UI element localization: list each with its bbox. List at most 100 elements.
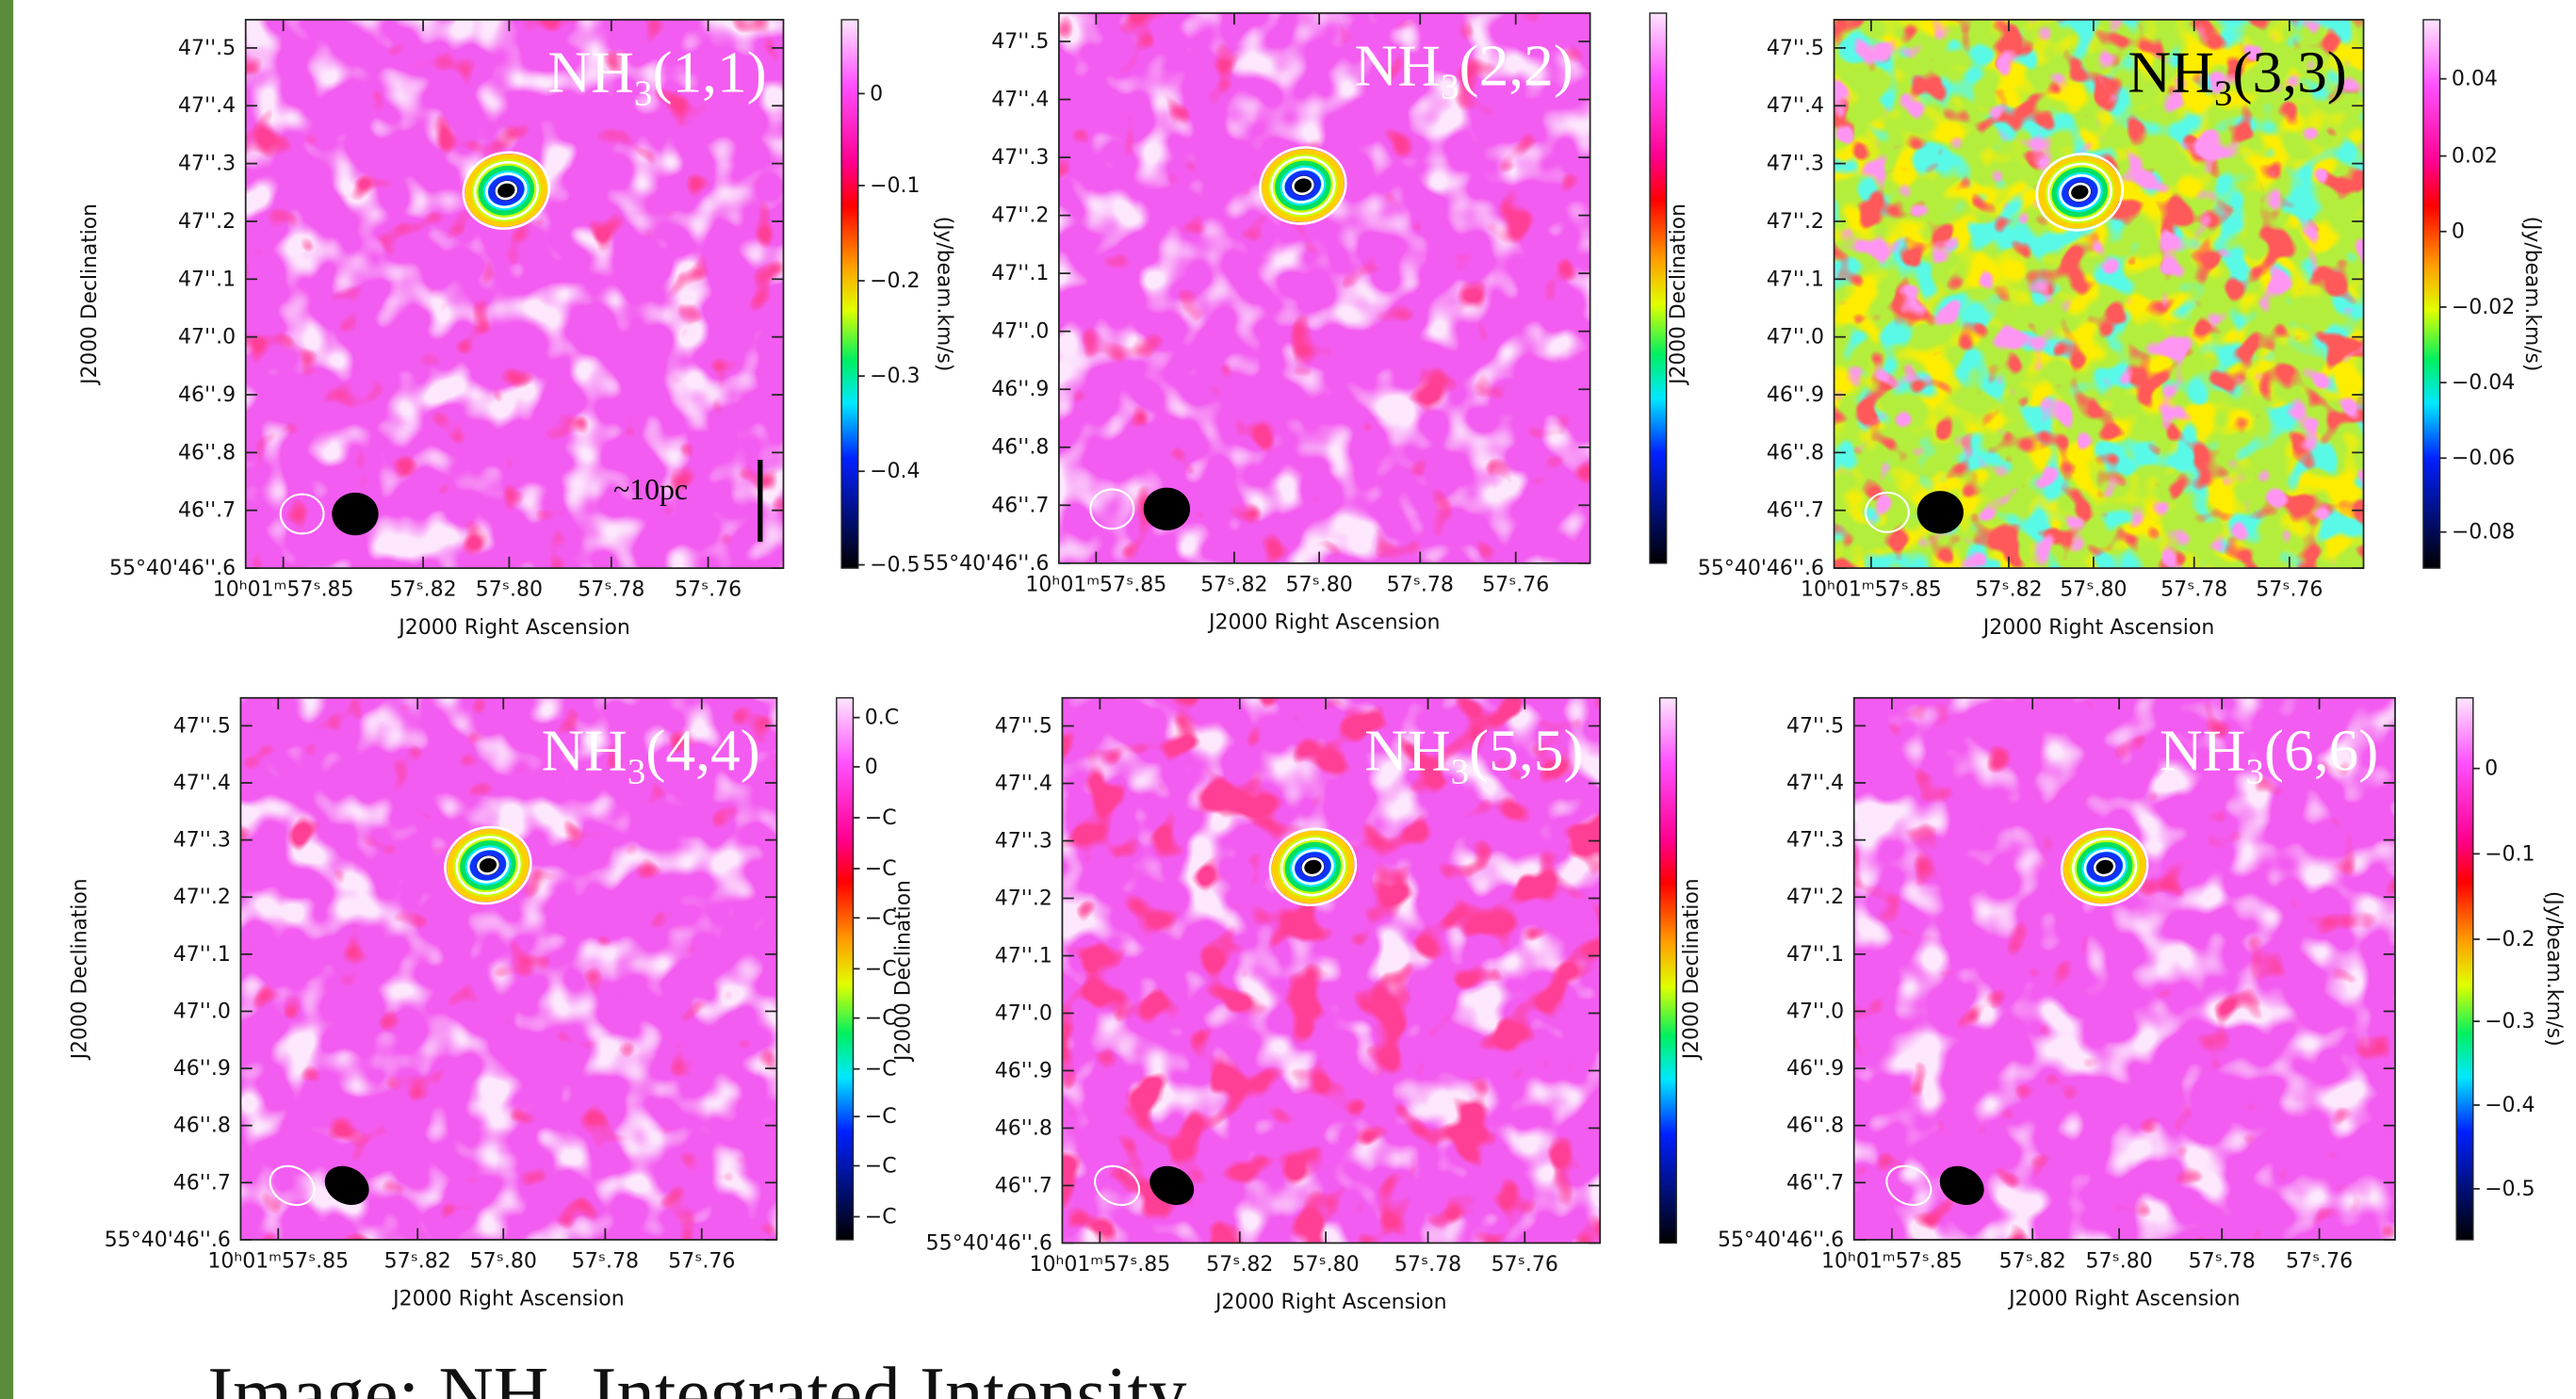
y-tick-label: 46''.9 — [178, 383, 236, 407]
contour — [455, 836, 521, 895]
x-tick-label: 57ˢ.76 — [2286, 1250, 2353, 1274]
x-tick-label: 57ˢ.78 — [572, 1250, 639, 1274]
contour — [2093, 857, 2116, 877]
title-transition: (2,2) — [1459, 33, 1573, 99]
title-molecule: NH — [1364, 718, 1451, 784]
colorbar-label: (Jy/beam.km/s) — [2542, 891, 2566, 1047]
beam-outline — [279, 493, 325, 535]
y-tick-label: 46''.7 — [178, 499, 236, 523]
y-tick-label: 46''.9 — [1767, 383, 1824, 407]
x-tick-label: 57ˢ.78 — [2189, 1250, 2256, 1274]
y-tick-label: 47''.3 — [178, 153, 236, 176]
colorbar-tick-label: −0.3 — [2485, 1010, 2535, 1033]
contour — [1270, 155, 1336, 216]
y-tick-label: 47''.2 — [991, 204, 1049, 228]
colorbar-tick-label: 0.02 — [2452, 145, 2498, 169]
y-tick-label: 47''.2 — [178, 210, 236, 234]
caption-subscript: 3 — [548, 1391, 572, 1399]
colorbar-tick-label: −C — [865, 906, 897, 930]
panel-title: NH3(4,4) — [541, 718, 759, 792]
colorbar-label: (Jy/beam.km/s) — [2520, 217, 2544, 372]
y-tick-label: 46''.9 — [995, 1060, 1052, 1083]
contour — [495, 181, 518, 201]
y-tick-label: 47''.4 — [178, 94, 236, 118]
contour — [473, 160, 539, 220]
colorbar-tick-label: −C — [865, 1058, 897, 1082]
colorbar-tick-label: −0.3 — [870, 365, 920, 388]
contour — [1280, 838, 1345, 897]
y-tick-label: 46''.8 — [991, 436, 1049, 460]
map-frame — [1061, 696, 1602, 1244]
beam-outline — [1864, 491, 1910, 533]
title-subscript: 3 — [634, 74, 652, 114]
beam — [324, 1165, 369, 1206]
y-tick-label: 55°40'46''.6 — [926, 1231, 1052, 1255]
colorbar-tick-label: −0.2 — [870, 269, 920, 293]
title-molecule: NH — [2160, 718, 2246, 784]
x-tick-label: 57ˢ.80 — [476, 578, 543, 602]
map-noise — [240, 697, 777, 1240]
colorbar-tick-label: −0.02 — [2452, 296, 2515, 319]
x-tick-label: 57ˢ.80 — [1292, 1253, 1359, 1277]
map-panel — [1833, 19, 2365, 569]
y-axis-label: J2000 Declination — [78, 203, 102, 386]
contour — [2046, 162, 2112, 222]
y-tick-label: 47''.5 — [178, 37, 236, 60]
map-noise — [1834, 19, 2364, 569]
y-tick-label: 46''.9 — [991, 378, 1049, 401]
colorbar-tick-label: 0 — [2485, 757, 2498, 781]
x-tick-label: 57ˢ.82 — [1206, 1253, 1273, 1277]
title-subscript: 3 — [2245, 753, 2263, 792]
y-tick-label: 47''.1 — [991, 262, 1049, 285]
y-tick-label: 55°40'46''.6 — [1698, 557, 1824, 580]
y-tick-label: 47''.0 — [1767, 326, 1824, 350]
title-subscript: 3 — [628, 753, 645, 792]
y-tick-label: 46''.8 — [1767, 441, 1824, 464]
y-tick-label: 46''.7 — [995, 1175, 1052, 1198]
contour — [485, 172, 528, 209]
y-tick-label: 47''.0 — [1786, 1000, 1844, 1024]
panel-title: NH3(3,3) — [2128, 40, 2346, 114]
y-tick-label: 47''.1 — [1786, 943, 1844, 967]
map-panel — [239, 696, 778, 1241]
x-tick-label: 57ˢ.78 — [578, 578, 644, 602]
title-transition: (1,1) — [652, 40, 767, 106]
y-tick-label: 47''.3 — [173, 829, 231, 853]
y-tick-label: 47''.5 — [991, 30, 1049, 54]
beam-outline — [269, 1164, 316, 1207]
x-tick-label: 10ʰ01ᵐ57ˢ.85 — [213, 578, 354, 602]
y-tick-label: 46''.8 — [1786, 1114, 1844, 1138]
x-tick-label: 57ˢ.82 — [1975, 578, 2042, 602]
x-tick-label: 57ˢ.82 — [1999, 1250, 2066, 1274]
colorbar-tick-label: 0 — [870, 82, 883, 106]
contour — [444, 825, 532, 905]
colorbar-tick-label: −C — [865, 857, 897, 881]
map-frame — [239, 696, 778, 1241]
map-noise — [1062, 697, 1601, 1244]
contour — [462, 151, 551, 230]
panel-title: NH3(2,2) — [1355, 33, 1573, 107]
contour — [2072, 838, 2138, 897]
colorbar-tick-label: −C — [865, 1155, 897, 1179]
contour — [1292, 175, 1314, 196]
slide-accent-bar — [0, 0, 14, 1399]
contour — [477, 855, 499, 875]
y-tick-label: 46''.7 — [991, 494, 1049, 517]
y-tick-label: 47''.3 — [1767, 153, 1824, 176]
colorbar — [1649, 12, 1668, 564]
beam-outline — [1089, 488, 1135, 530]
y-tick-label: 47''.5 — [173, 714, 231, 738]
x-tick-label: 57ˢ.80 — [2060, 578, 2127, 602]
x-axis-label: J2000 Right Ascension — [2007, 1288, 2241, 1311]
title-subscript: 3 — [1451, 753, 1469, 792]
beam — [1149, 1165, 1195, 1206]
y-tick-label: 47''.1 — [1767, 268, 1824, 291]
map-frame — [1058, 12, 1591, 564]
y-axis-label: J2000 Declination — [1680, 878, 1704, 1061]
x-tick-label: 10ʰ01ᵐ57ˢ.85 — [1029, 1253, 1170, 1277]
colorbar-tick-label: −0.4 — [2485, 1094, 2535, 1117]
contour — [2083, 849, 2126, 886]
x-tick-label: 57ˢ.78 — [1394, 1253, 1461, 1277]
colorbar-tick-label: −0.4 — [870, 460, 920, 483]
colorbar-tick-label: −0.06 — [2452, 447, 2515, 470]
